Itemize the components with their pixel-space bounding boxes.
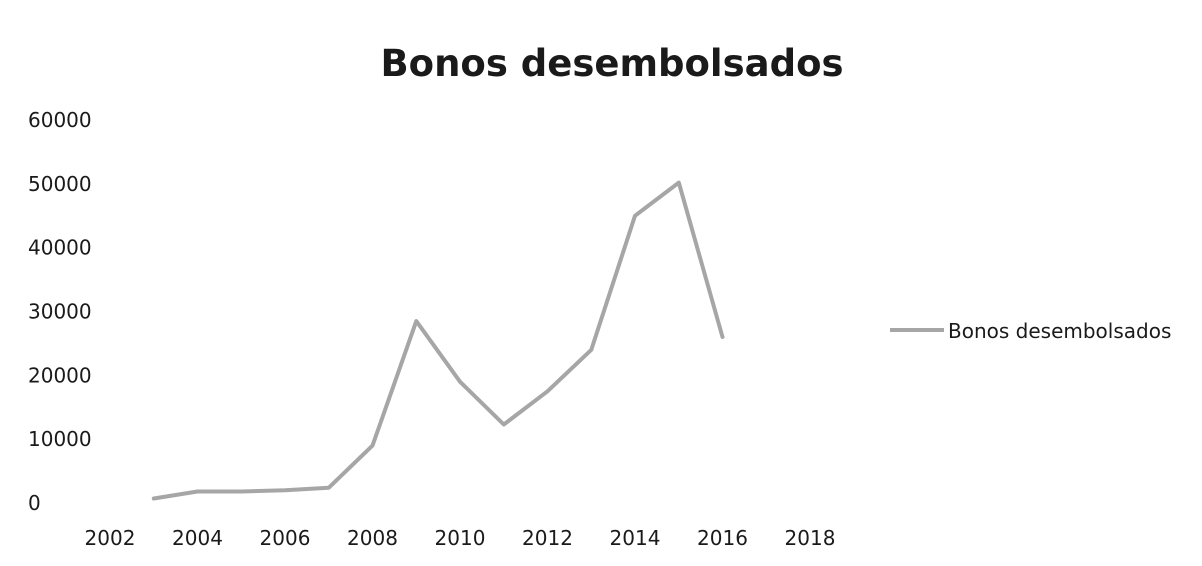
y-tick-label: 30000 bbox=[28, 300, 92, 324]
data-point bbox=[633, 214, 637, 218]
series-layer bbox=[151, 180, 725, 501]
data-point bbox=[239, 490, 243, 494]
x-axis-ticks: 2002 2004 2006 2008 2010 2012 2014 2016 2018 bbox=[85, 526, 836, 550]
x-tick-label: 2010 bbox=[435, 526, 486, 550]
data-point bbox=[196, 490, 199, 494]
chart-title: Bonos desembolsados bbox=[380, 42, 843, 85]
y-tick-label: 20000 bbox=[28, 363, 92, 387]
data-point bbox=[589, 348, 593, 352]
data-point bbox=[502, 422, 506, 426]
y-tick-label: 10000 bbox=[28, 427, 92, 451]
legend-label: Bonos desembolsados bbox=[948, 319, 1171, 343]
y-axis-ticks: 0 10000 20000 30000 40000 50000 60000 bbox=[28, 108, 92, 515]
series-line bbox=[151, 180, 725, 501]
data-point bbox=[327, 486, 331, 490]
x-tick-label: 2012 bbox=[522, 526, 573, 550]
data-point bbox=[371, 444, 374, 448]
y-tick-label: 50000 bbox=[28, 172, 92, 196]
y-tick-label: 0 bbox=[28, 491, 41, 515]
data-point bbox=[283, 488, 287, 492]
data-point bbox=[546, 389, 549, 393]
x-tick-label: 2018 bbox=[785, 526, 836, 550]
data-point bbox=[721, 335, 724, 339]
data-point bbox=[414, 319, 418, 323]
legend: Bonos desembolsados bbox=[890, 319, 1171, 343]
x-tick-label: 2004 bbox=[172, 526, 223, 550]
x-tick-label: 2014 bbox=[610, 526, 661, 550]
x-tick-label: 2002 bbox=[85, 526, 136, 550]
data-point bbox=[677, 181, 681, 185]
x-tick-label: 2006 bbox=[260, 526, 311, 550]
data-point bbox=[152, 497, 156, 501]
x-tick-label: 2016 bbox=[697, 526, 748, 550]
y-tick-label: 60000 bbox=[28, 108, 92, 132]
x-tick-label: 2008 bbox=[347, 526, 398, 550]
data-point bbox=[458, 380, 462, 384]
y-tick-label: 40000 bbox=[28, 236, 92, 260]
